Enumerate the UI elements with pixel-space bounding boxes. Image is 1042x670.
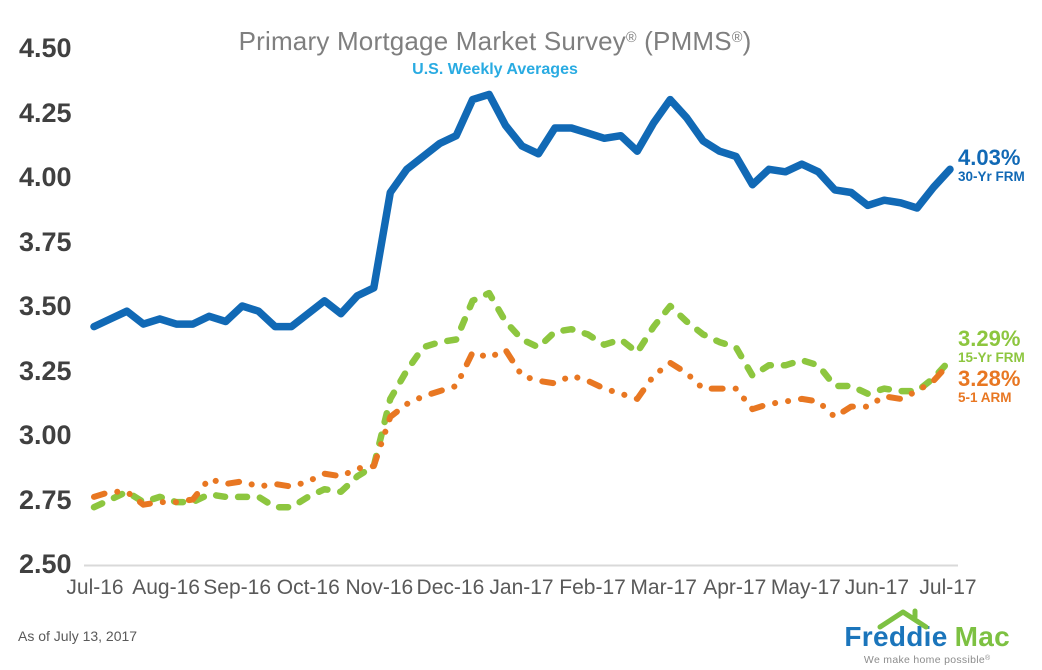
series-value: 4.03% <box>958 145 1021 170</box>
y-axis-label: 4.25 <box>19 97 72 128</box>
x-axis-label: May-17 <box>770 576 841 599</box>
y-axis-label: 3.00 <box>19 420 72 450</box>
y-axis-label: 3.50 <box>19 291 72 321</box>
logo-text-mac: Mac <box>954 621 1010 652</box>
house-roof-icon <box>877 608 929 630</box>
x-axis-label: Oct-16 <box>276 576 340 599</box>
x-axis-label: Mar-17 <box>630 576 697 599</box>
x-axis-label: Jul-17 <box>919 576 977 599</box>
x-axis-label: Jul-16 <box>66 576 124 599</box>
x-axis-label: Feb-17 <box>559 576 626 599</box>
x-axis-label: Aug-16 <box>132 576 200 599</box>
series-name: 15-Yr FRM <box>958 349 1025 365</box>
x-axis-label: Jan-17 <box>489 576 554 599</box>
y-axis-label: 3.25 <box>19 355 72 386</box>
series-value: 3.29% <box>958 326 1021 351</box>
registered-mark-icon: ® <box>731 30 743 47</box>
series-line-15-yr-frm <box>90 289 954 511</box>
x-axis-label: Sep-16 <box>203 576 272 599</box>
chart-title: Primary Mortgage Market Survey® (PMMS®) <box>238 26 752 56</box>
freddie-mac-logo: Freddie Mac We make home possible® <box>844 608 1010 666</box>
series-line-30-yr-frm <box>90 90 954 331</box>
y-axis-label: 4.50 <box>19 33 72 63</box>
x-axis-label: Jun-17 <box>844 576 910 599</box>
series-name: 30-Yr FRM <box>958 168 1025 184</box>
y-axis-label: 4.00 <box>19 162 72 192</box>
logo-text-freddie: Freddie <box>844 621 948 652</box>
series-end-label-5-1-arm: 3.28% 5-1 ARM <box>958 366 1021 405</box>
y-axis-label: 2.75 <box>19 484 72 515</box>
series-name: 5-1 ARM <box>958 389 1012 405</box>
y-axis-label: 2.50 <box>19 549 72 579</box>
series-line-5-1-arm <box>91 346 953 508</box>
logo-tagline: We make home possible® <box>863 653 991 666</box>
x-axis-label: Nov-16 <box>345 576 414 599</box>
x-axis-label: Apr-17 <box>703 576 767 599</box>
registered-mark-icon: ® <box>626 30 637 47</box>
y-axis-label: 3.75 <box>19 226 72 257</box>
series-value: 3.28% <box>958 366 1021 391</box>
x-axis-label: Dec-16 <box>416 576 485 599</box>
series-end-label-15yr-frm: 3.29% 15-Yr FRM <box>958 326 1025 365</box>
as-of-date: As of July 13, 2017 <box>18 628 138 644</box>
chart-subtitle: U.S. Weekly Averages <box>412 61 578 78</box>
series-end-label-30yr-frm: 4.03% 30-Yr FRM <box>958 145 1025 184</box>
